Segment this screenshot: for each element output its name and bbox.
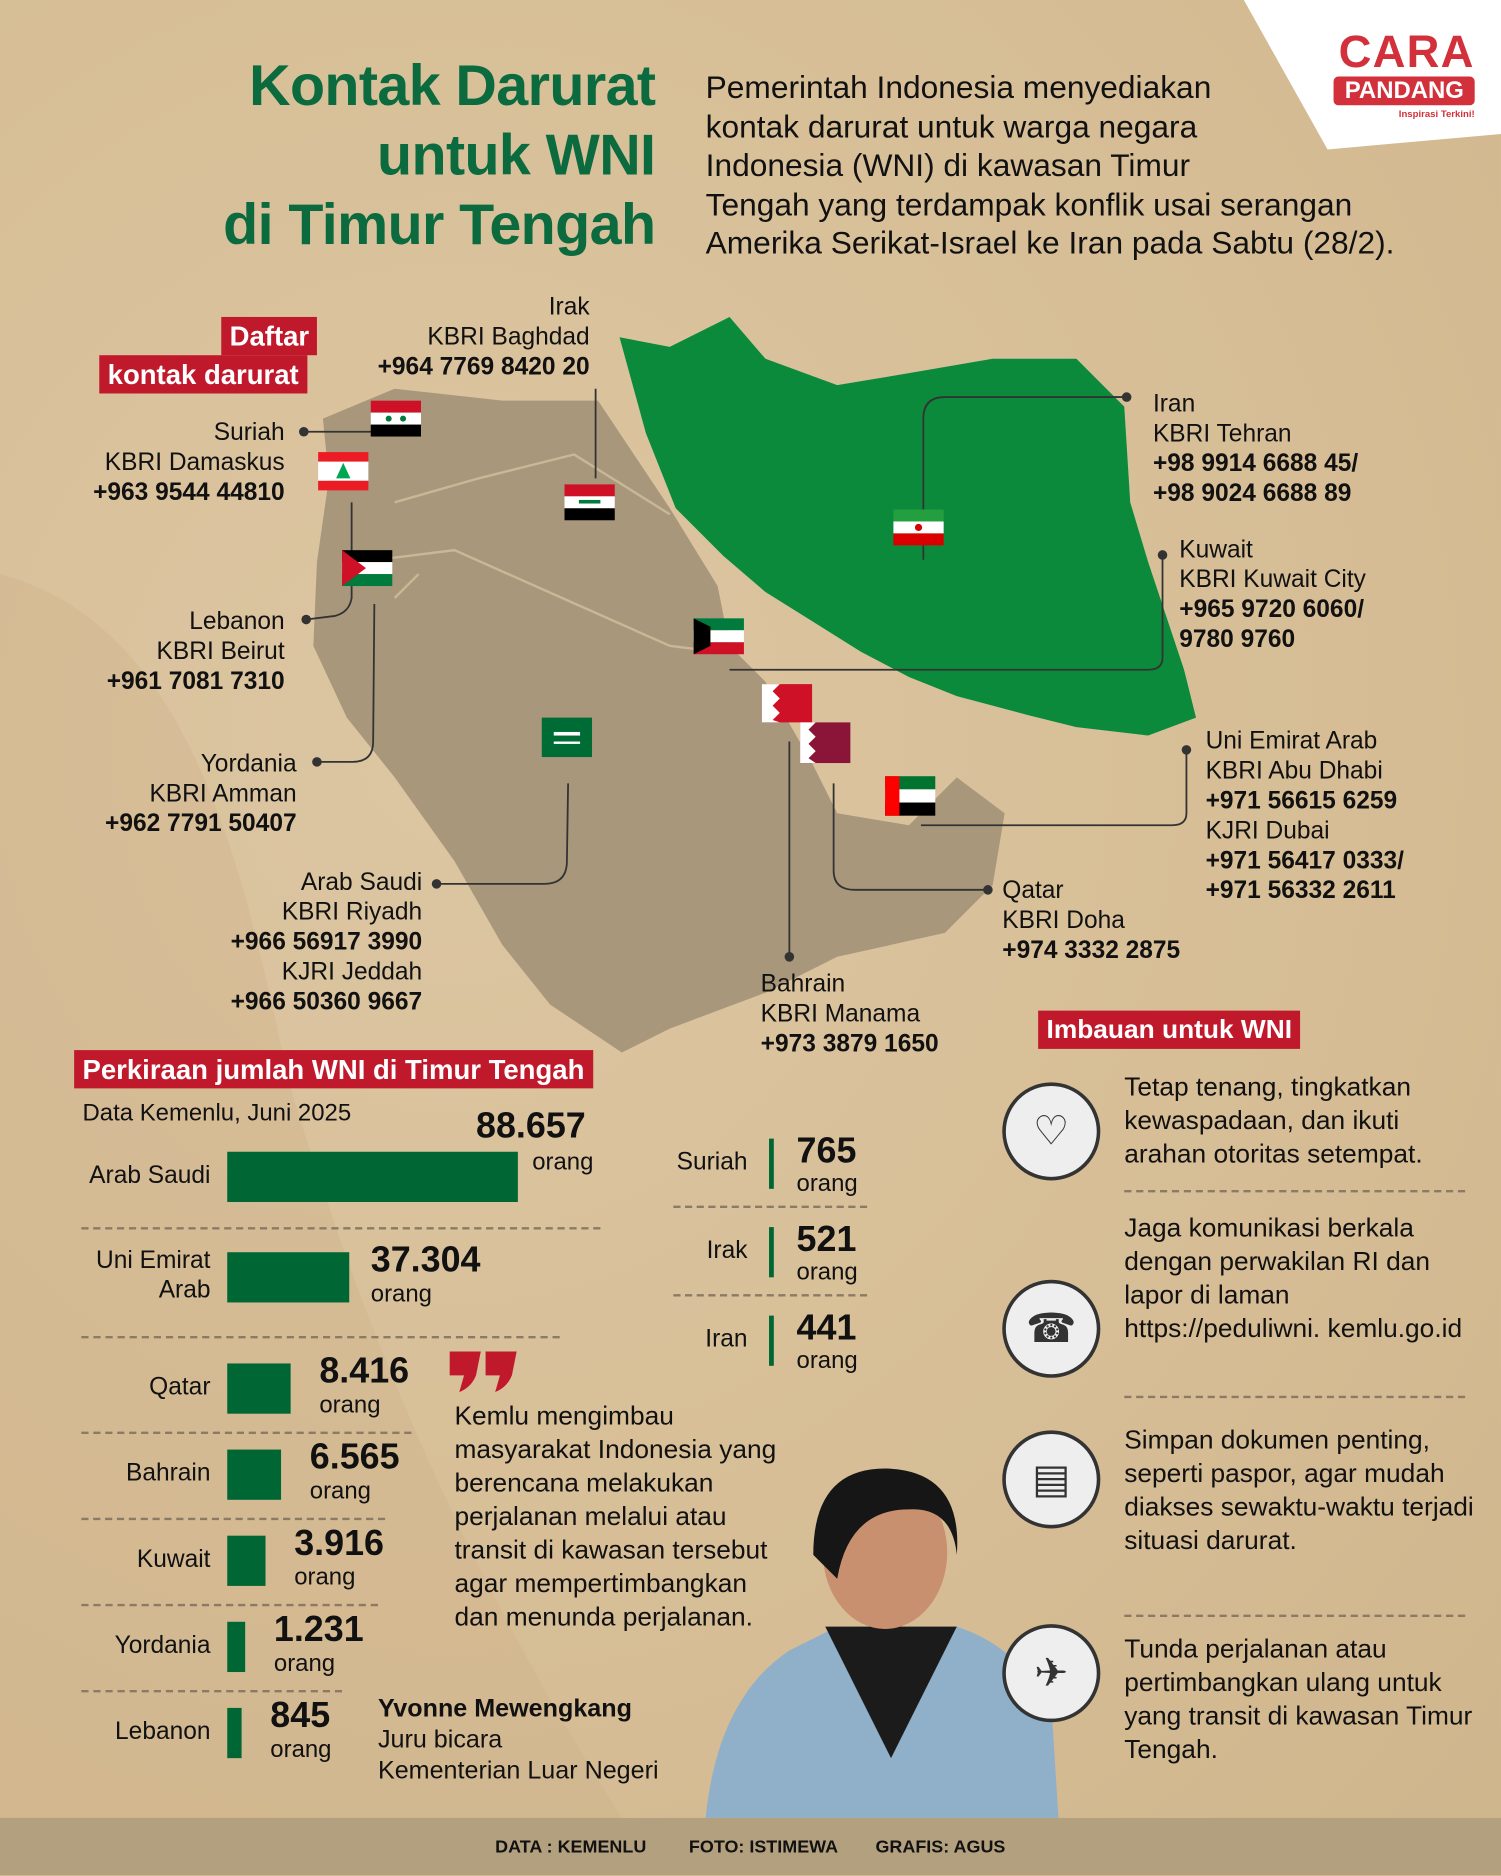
bar-8 <box>769 1227 774 1278</box>
spokesperson-photo <box>705 1468 1059 1818</box>
bar-unit: orang <box>796 1170 858 1198</box>
bar-unit: orang <box>273 1650 336 1677</box>
bar-category: Irak <box>706 1236 748 1265</box>
bar-category: Qatar <box>149 1373 211 1401</box>
document-cabinet-icon: ▤ <box>1002 1430 1101 1529</box>
logo: CARA PANDANG Inspirasi Terkini! <box>1244 0 1501 150</box>
advice-item-text: Tunda perjalanan atau pertimbangkan ulan… <box>1124 1633 1473 1765</box>
bar-unit: orang <box>796 1347 858 1375</box>
bar-value: 37.304 <box>370 1240 481 1280</box>
call-center-icon: ☎ <box>1002 1279 1101 1378</box>
bar-category: Lebanon <box>115 1717 211 1745</box>
borders <box>358 453 718 654</box>
white-corner <box>1243 0 1501 150</box>
bar-6 <box>227 1707 242 1759</box>
bar-value: 6.565 <box>309 1437 400 1478</box>
bar-value: 1.231 <box>273 1609 364 1650</box>
divider <box>81 1431 412 1435</box>
bar-category: Uni Emirat Arab <box>96 1246 211 1304</box>
bar-0 <box>227 1151 518 1202</box>
bar-category: Yordania <box>114 1631 211 1659</box>
bar-value: 765 <box>796 1131 857 1171</box>
divider <box>1124 1190 1466 1193</box>
bar-category: Kuwait <box>136 1545 211 1573</box>
divider <box>81 1517 386 1521</box>
stats-source: Data Kemenlu, Juni 2025 <box>82 1100 352 1127</box>
footer: DATA : KEMENLU FOTO: ISTIMEWA GRAFIS: AGUS <box>0 1817 1501 1876</box>
divider <box>81 1335 560 1339</box>
logo-clearance <box>1232 68 1411 147</box>
bar-9 <box>769 1315 774 1366</box>
arabian-peninsula <box>313 388 1005 1053</box>
contact-qatar: Qatar KBRI Doha +974 3332 2875 <box>1002 876 1181 964</box>
contact-lebanon: Lebanon KBRI Beirut +961 7081 7310 <box>106 607 285 695</box>
divider <box>1124 1614 1466 1618</box>
contacts-label: Daftar <box>221 316 318 356</box>
quote-attribution: Yvonne Mewengkang Juru bicara Kementerian … <box>377 1694 659 1785</box>
page-title: Kontak Darurat untuk WNI di Timur Tengah <box>223 55 656 258</box>
bar-unit: orang <box>370 1280 432 1308</box>
contact-yordania: Yordania KBRI Amman +962 7791 50407 <box>105 749 297 838</box>
flag-qatar-icon <box>800 722 851 764</box>
bar-1 <box>227 1252 350 1303</box>
divider <box>81 1603 378 1607</box>
divider <box>81 1227 601 1230</box>
divider <box>81 1689 343 1693</box>
advice-item-text: Tetap tenang, tingkatkan kewaspadaan, da… <box>1124 1071 1423 1169</box>
bar-category: Arab Saudi <box>89 1161 211 1189</box>
advice-title: Imbauan untuk WNI <box>1038 1010 1301 1049</box>
bar-unit: orang <box>294 1564 356 1591</box>
bar-unit: orang <box>270 1736 332 1763</box>
bar-unit: orang <box>796 1259 858 1286</box>
bar-unit: orang <box>319 1392 381 1419</box>
divider <box>673 1294 868 1297</box>
bar-value: 845 <box>270 1695 331 1736</box>
bar-value: 8.416 <box>319 1351 410 1391</box>
quote-text: Kemlu mengimbau masyarakat Indonesia yan… <box>454 1400 777 1632</box>
flag-iraq-icon <box>564 484 615 521</box>
contact-iran: Iran KBRI Tehran +98 9914 6688 45/+98 9024… <box>1152 389 1359 508</box>
bar-value: 441 <box>796 1308 857 1348</box>
flag-uae-icon <box>885 776 936 816</box>
contacts-label: kontak darurat <box>99 355 308 394</box>
bar-category: Iran <box>705 1325 748 1353</box>
head-heart-icon: ♡ <box>1002 1082 1101 1181</box>
bar-5 <box>227 1621 246 1673</box>
bar-unit: orang <box>309 1478 371 1505</box>
bar-7 <box>769 1138 774 1189</box>
divider <box>673 1205 868 1208</box>
bar-value: 521 <box>796 1219 857 1260</box>
leader-dots <box>299 392 1192 962</box>
bar-3 <box>227 1449 282 1500</box>
bar-2 <box>227 1363 291 1414</box>
advice-item-text: Simpan dokumen penting, seperti paspor, … <box>1124 1424 1474 1555</box>
bar-unit: orang <box>532 1149 594 1176</box>
flag-jordan-icon <box>342 550 393 587</box>
contact-irak: Irak KBRI Baghdad +964 7769 8420 20 <box>377 293 590 381</box>
bar-value: 3.916 <box>294 1523 385 1564</box>
quote-mark-icon <box>449 1351 517 1393</box>
airplane-icon: ✈ <box>1002 1624 1101 1723</box>
contact-kuwait: Kuwait KBRI Kuwait City +965 9720 6060/978… <box>1179 535 1366 654</box>
bar-4 <box>227 1535 266 1586</box>
flag-saudi-icon <box>541 717 593 758</box>
flag-syria-icon <box>370 400 421 437</box>
contact-suriah: Suriah KBRI Damaskus +963 9544 44810 <box>93 418 285 506</box>
flag-bahrain-icon <box>761 684 813 723</box>
flag-iran-icon <box>893 509 944 546</box>
bar-category: Bahrain <box>125 1459 211 1487</box>
divider <box>1124 1395 1466 1399</box>
bar-category: Suriah <box>676 1148 748 1176</box>
contact-arab-saudi: Arab Saudi KBRI Riyadh +966 56917 3990 KJRI… <box>230 868 423 1016</box>
intro-text: Pemerintah Indonesia menyediakan kontak … <box>706 68 1412 262</box>
advice-item-text: Jaga komunikasi berkala dengan perwakila… <box>1124 1212 1463 1344</box>
contact-bahrain: Bahrain KBRI Manama +973 3879 1650 <box>760 969 939 1058</box>
flag-kuwait-icon <box>693 618 744 655</box>
stats-title: Perkiraan jumlah WNI di Timur Tengah <box>74 1050 593 1089</box>
bar-value: 88.657 <box>476 1106 586 1146</box>
flag-lebanon-icon <box>318 452 369 491</box>
contact-uea: Uni Emirat Arab KBRI Abu Dhabi +971 56615 … <box>1205 727 1404 905</box>
